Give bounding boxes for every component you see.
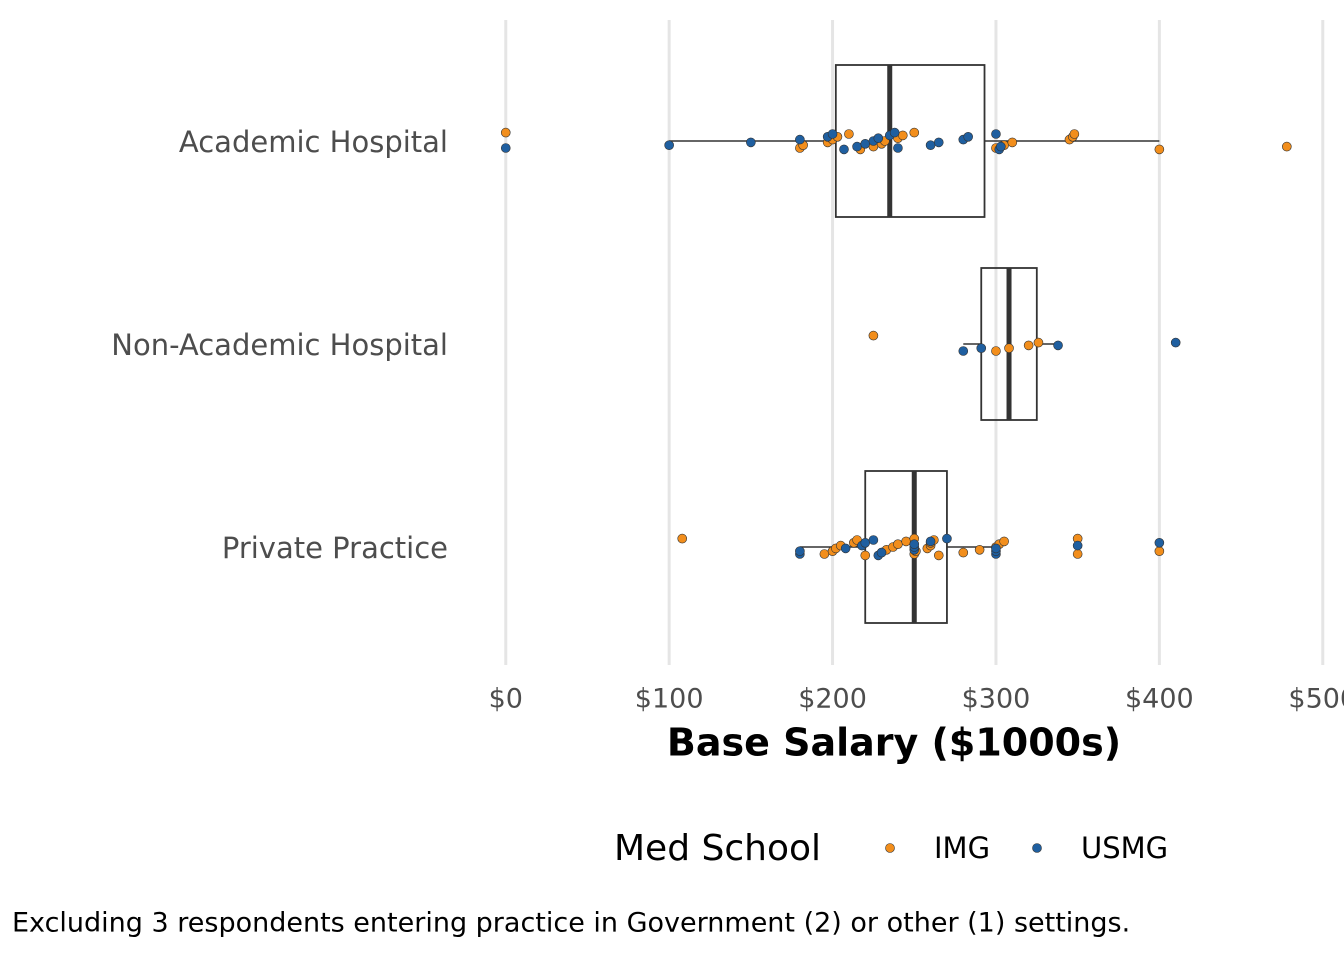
point [1154, 546, 1165, 557]
point [868, 535, 879, 545]
point [500, 127, 511, 138]
point [933, 137, 944, 148]
point [909, 127, 920, 138]
point [876, 547, 887, 558]
point [1154, 537, 1165, 548]
legend-label: USMG [1081, 831, 1168, 865]
legend-swatch [1032, 843, 1042, 853]
point [860, 537, 871, 548]
point [974, 544, 985, 555]
point [999, 536, 1009, 547]
point [1154, 144, 1165, 155]
point [976, 343, 987, 354]
point [1053, 340, 1063, 351]
point [500, 143, 511, 153]
point [909, 539, 920, 550]
point [664, 140, 674, 150]
category-label: Non-Academic Hospital [111, 328, 448, 362]
point [963, 132, 973, 142]
category-label: Academic Hospital [179, 125, 448, 159]
point [1282, 141, 1292, 152]
point [860, 550, 871, 561]
point [991, 129, 1001, 139]
point [1072, 549, 1083, 559]
point [746, 137, 756, 148]
point [844, 129, 854, 139]
point [925, 140, 936, 150]
point [1004, 343, 1014, 354]
point [901, 536, 911, 547]
point [925, 536, 936, 547]
x-tick-label: $0 [489, 684, 523, 715]
point [827, 129, 838, 139]
caption: Excluding 3 respondents entering practic… [12, 908, 1130, 939]
point [868, 330, 879, 341]
point [958, 547, 969, 558]
legend-title: Med School [614, 828, 821, 869]
x-tick-label: $300 [962, 684, 1031, 715]
point [996, 141, 1006, 152]
point [889, 127, 900, 138]
point [840, 543, 851, 554]
point [677, 533, 688, 544]
x-axis-title: Base Salary ($1000s) [667, 721, 1121, 765]
point [942, 533, 952, 544]
point [819, 549, 830, 559]
point [1023, 340, 1034, 351]
point [795, 134, 805, 145]
point [991, 346, 1001, 356]
point [1170, 337, 1181, 348]
point [852, 141, 862, 152]
point [991, 543, 1001, 554]
point [893, 143, 903, 153]
x-tick-label: $500 [1288, 684, 1344, 715]
point [893, 539, 903, 550]
category-label: Private Practice [222, 531, 448, 565]
point [873, 133, 884, 143]
x-tick-label: $100 [635, 684, 704, 715]
point [1033, 337, 1044, 348]
x-tick-label: $200 [798, 684, 867, 715]
legend-label: IMG [934, 831, 990, 865]
point [933, 550, 944, 561]
legend-swatch [885, 843, 895, 853]
point [860, 139, 871, 149]
point [795, 546, 805, 557]
point [958, 346, 969, 356]
point [839, 144, 849, 155]
point [1007, 137, 1018, 148]
point [1069, 129, 1080, 139]
point [1072, 540, 1083, 551]
x-tick-label: $400 [1125, 684, 1194, 715]
point [898, 130, 908, 141]
